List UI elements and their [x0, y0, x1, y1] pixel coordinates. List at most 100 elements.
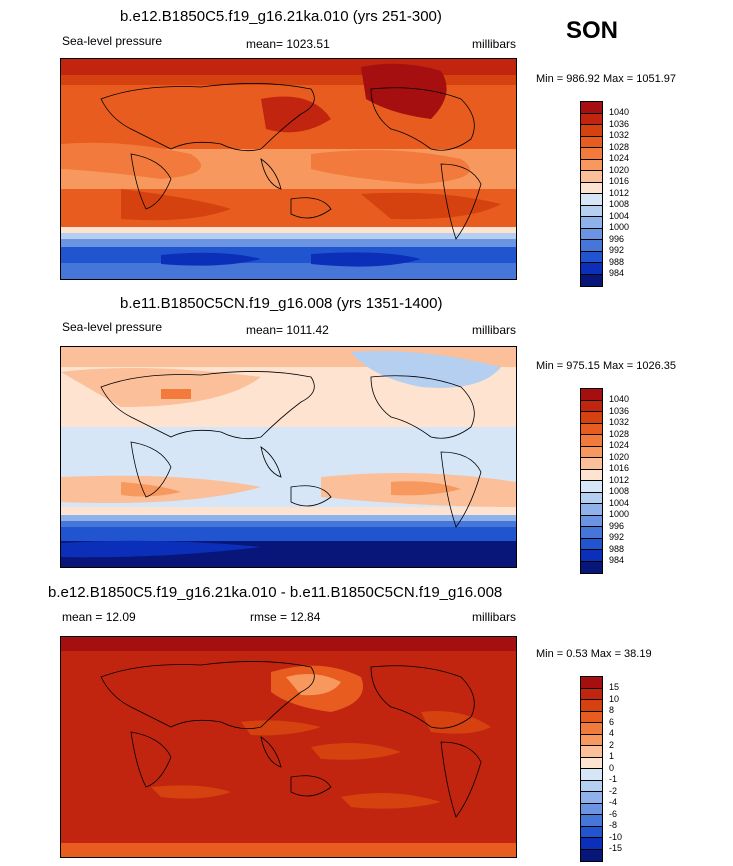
panel3-colorbar-swatch: [581, 757, 602, 769]
panel3-map: [60, 636, 517, 858]
colorbar-tick-label: 1000: [609, 222, 630, 232]
colorbar-tick-label: 4: [609, 728, 615, 738]
panel2-colorbar-swatch: [581, 400, 602, 412]
panel2-colorbar-swatch: [581, 481, 602, 493]
panel2-colorbar-swatch: [581, 550, 602, 562]
colorbar-tick-label: 1040: [609, 394, 630, 404]
panel1-colorbar: [580, 101, 603, 287]
colorbar-tick-label: 15: [609, 682, 620, 692]
panel2-colorbar-swatch: [581, 423, 602, 435]
panel2-colorbar-swatch: [581, 515, 602, 527]
panel1-colorbar-swatch: [581, 205, 602, 217]
panel1-colorbar-swatch: [581, 251, 602, 263]
colorbar-tick-label: 984: [609, 555, 625, 565]
colorbar-tick-label: 1028: [609, 141, 630, 152]
colorbar-tick-label: 1032: [609, 130, 630, 140]
panel1-mean-label: mean= 1023.51: [246, 37, 330, 51]
panel1-colorbar-swatch: [581, 263, 602, 275]
colorbar-tick-label: 1004: [609, 497, 630, 508]
panel3-units-label: millibars: [472, 610, 517, 624]
colorbar-tick-label: -4: [609, 797, 618, 807]
panel3-rmse-label: rmse = 12.84: [250, 610, 321, 624]
panel3-colorbar-swatch: [581, 711, 602, 723]
colorbar-tick-label: -8: [609, 820, 618, 830]
colorbar-tick-label: 6: [609, 716, 615, 727]
panel1-colorbar-swatch: [581, 136, 602, 148]
panel2-colorbar-swatch: [581, 492, 602, 504]
colorbar-tick-label: 0: [609, 762, 615, 773]
panel3-colorbar-swatch: [581, 677, 602, 689]
panel1-variable-label: Sea-level pressure: [62, 34, 163, 48]
colorbar-tick-label: 1: [609, 751, 615, 761]
panel2-colorbar-swatch: [581, 435, 602, 447]
panel1-minmax: Min = 986.92 Max = 1051.97: [536, 73, 677, 85]
panel3-colorbar-swatch: [581, 723, 602, 735]
panel3-minmax: Min = 0.53 Max = 38.19: [536, 648, 652, 660]
colorbar-tick-label: -2: [609, 785, 618, 796]
panel2-colorbar-swatch: [581, 561, 602, 573]
panel1-colorbar-swatch: [581, 240, 602, 252]
panel2-title: b.e11.B1850C5CN.f19_g16.008 (yrs 1351-14…: [120, 295, 443, 312]
colorbar-tick-label: 1020: [609, 451, 630, 462]
panel1-colorbar-swatch: [581, 125, 602, 137]
panel1-colorbar-swatch: [581, 274, 602, 286]
panel3-colorbar-swatch: [581, 792, 602, 804]
panel3-colorbar-swatch: [581, 700, 602, 712]
panel1-colorbar-swatch: [581, 159, 602, 171]
colorbar-tick-label: -6: [609, 808, 618, 819]
panel1-colorbar-swatch: [581, 171, 602, 183]
colorbar-tick-label: 1024: [609, 153, 630, 163]
panel3-colorbar: [580, 676, 603, 862]
colorbar-tick-label: 984: [609, 268, 625, 278]
panel1-colorbar-swatch: [581, 182, 602, 194]
panel3-colorbar-swatch: [581, 688, 602, 700]
panel2-minmax: Min = 975.15 Max = 1026.35: [536, 360, 677, 372]
colorbar-tick-label: 1040: [609, 107, 630, 117]
panel2-units-label: millibars: [472, 323, 517, 337]
colorbar-tick-label: 1024: [609, 440, 630, 450]
colorbar-tick-label: 992: [609, 245, 625, 255]
panel2-mean-label: mean= 1011.42: [246, 323, 329, 337]
panel3-colorbar-swatch: [581, 838, 602, 850]
panel2-colorbar-swatch: [581, 412, 602, 424]
colorbar-tick-label: 10: [609, 693, 620, 704]
colorbar-tick-label: 1004: [609, 210, 630, 221]
panel1-title: b.e12.B1850C5.f19_g16.21ka.010 (yrs 251-…: [120, 8, 442, 25]
colorbar-tick-label: 8: [609, 705, 615, 715]
colorbar-tick-label: 1028: [609, 428, 630, 439]
panel3-colorbar-swatch: [581, 815, 602, 827]
panel3-colorbar-swatch: [581, 734, 602, 746]
season-label: SON: [566, 17, 619, 44]
panel3-mean-label: mean = 12.09: [62, 610, 136, 624]
panel1-colorbar-swatch: [581, 217, 602, 229]
panel2-colorbar: [580, 388, 603, 574]
panel2-colorbar-swatch: [581, 504, 602, 516]
panel2-variable-label: Sea-level pressure: [62, 320, 163, 334]
panel1-colorbar-swatch: [581, 102, 602, 114]
panel2-colorbar-swatch: [581, 389, 602, 401]
panel1-map: [60, 58, 517, 280]
colorbar-tick-label: -10: [609, 831, 623, 842]
colorbar-tick-label: 988: [609, 543, 625, 554]
colorbar-tick-label: 1012: [609, 474, 630, 485]
panel2-colorbar-swatch: [581, 527, 602, 539]
colorbar-tick-label: 1020: [609, 164, 630, 175]
colorbar-tick-label: 1016: [609, 463, 630, 473]
colorbar-tick-label: 1012: [609, 187, 630, 198]
colorbar-tick-label: -1: [609, 774, 618, 784]
panel2-map: [60, 346, 517, 568]
panel2-colorbar-swatch: [581, 469, 602, 481]
panel3-colorbar-swatch: [581, 849, 602, 861]
colorbar-tick-label: 992: [609, 532, 625, 542]
colorbar-tick-label: -15: [609, 843, 623, 853]
panel2-colorbar-swatch: [581, 458, 602, 470]
panel1-colorbar-swatch: [581, 194, 602, 206]
panel2-colorbar-swatch: [581, 538, 602, 550]
panel3-title: b.e12.B1850C5.f19_g16.21ka.010 - b.e11.B…: [48, 584, 503, 601]
panel1-units-label: millibars: [472, 37, 517, 51]
panel2-colorbar-swatch: [581, 446, 602, 458]
colorbar-tick-label: 1008: [609, 199, 630, 209]
colorbar-tick-label: 1036: [609, 118, 630, 129]
panel1-colorbar-swatch: [581, 148, 602, 160]
colorbar-tick-label: 2: [609, 739, 615, 750]
